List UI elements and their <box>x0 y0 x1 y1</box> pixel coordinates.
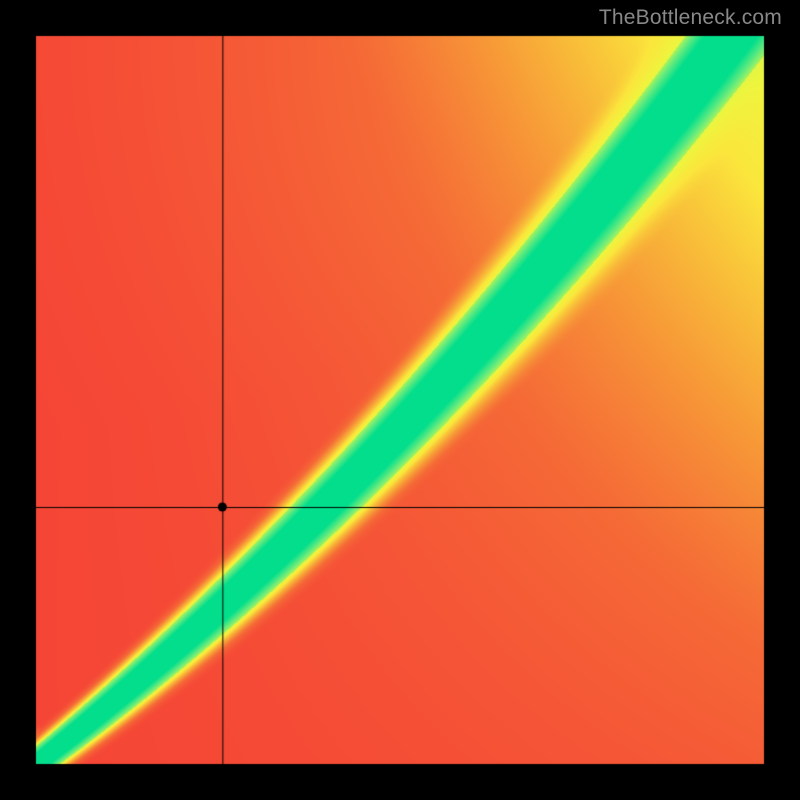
bottleneck-heatmap-canvas <box>0 0 800 800</box>
chart-container: TheBottleneck.com <box>0 0 800 800</box>
